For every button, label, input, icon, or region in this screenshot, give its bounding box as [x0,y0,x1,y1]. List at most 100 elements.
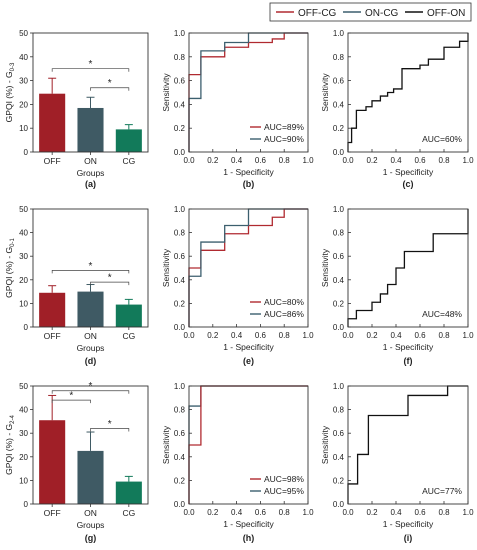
y-axis-title-main: GPQI (%) - G [4,71,14,122]
panel-h: 0.0 0.2 0.4 0.6 0.8 1.0 0.0 0.2 0.4 0.6 0.8 1.0 AUC=… [161,382,314,543]
auc-label: AUC=48% [422,309,462,319]
panel-b: 0.0 0.2 0.4 0.6 0.8 1.0 0.0 0.2 0.4 0.6 0.8 1.0 AUC=… [161,29,314,189]
bar-off [39,292,66,327]
bar-on [77,107,104,152]
y-tick-label: 0.0 [174,148,186,157]
x-tick-label: 0.2 [207,508,219,517]
panel-label: (a) [85,179,96,189]
y-tick-label: 30 [19,77,28,86]
legend-box [269,2,472,22]
y-tick-label: 0.0 [333,148,345,157]
y-axis-title: GPQI (%) - G0-1 [4,238,16,298]
y-tick-label: 40 [19,229,28,238]
axes-frame [188,208,309,328]
y-axis-title: Sensitivity [161,73,171,112]
y-tick-label: 0.4 [333,453,345,462]
roc-curve-oncg [188,208,308,327]
y-tick-label: 0 [24,148,29,157]
axes-frame [347,32,469,153]
panel-g: 0 10 20 30 40 50 OFF ON CG * * * Groups GPQI (%) - G2… [4,381,149,543]
y-tick-label: 1.0 [333,29,345,38]
x-tick-label: CG [122,156,135,166]
y-tick-label: 0.2 [174,299,186,308]
panel-label: (i) [404,533,413,543]
y-tick-label: 0.2 [174,476,186,485]
y-tick-label: 1.0 [174,382,186,391]
x-tick-label: 0.0 [183,156,195,165]
y-axis-title: Sensitivity [161,248,171,287]
y-tick-label: 1.0 [174,29,186,38]
roc-curve-offon [347,385,468,504]
x-tick-label: OFF [44,508,61,518]
y-tick-label: 0.0 [174,323,186,332]
y-tick-label: 0.6 [333,252,345,261]
y-tick-label: 0.4 [333,100,345,109]
panel-label: (h) [243,533,255,543]
y-tick-label: 40 [19,406,28,415]
y-axis-title-subscript: 0-3 [10,62,16,71]
significance-star: * [89,261,93,272]
x-tick-label: 1.0 [462,508,474,517]
y-tick-label: 0.8 [333,229,345,238]
x-tick-label: 0.4 [231,331,243,340]
panel-label: (d) [85,356,97,366]
x-tick-label: 0.2 [207,331,219,340]
x-tick-label: ON [84,156,97,166]
y-tick-label: 0.4 [174,276,186,285]
bar-off [39,93,66,152]
y-tick-label: 20 [19,453,28,462]
panel-label: (c) [403,179,414,189]
x-axis-title: 1 - Specificity [223,342,274,352]
y-axis-title: Sensitivity [320,248,330,287]
x-tick-label: 0.4 [390,331,402,340]
y-tick-label: 30 [19,252,28,261]
y-tick-label: 20 [19,100,28,109]
significance-bracket [90,428,130,432]
y-tick-label: 0.8 [333,406,345,415]
axes-frame [188,32,309,153]
roc-curve-offon [347,209,469,327]
x-tick-label: 0.0 [342,156,354,165]
x-tick-label: 0.6 [414,508,426,517]
auc-label: AUC=80% [264,297,304,307]
x-tick-label: 0.0 [342,508,354,517]
x-axis-title: 1 - Specificity [223,519,274,529]
significance-bracket [51,68,130,72]
y-tick-label: 10 [19,476,28,485]
panel-e: 0.0 0.2 0.4 0.6 0.8 1.0 0.0 0.2 0.4 0.6 0.8 1.0 AUC=… [161,205,314,366]
y-axis-title-main: GPQI (%) - G [4,424,14,475]
significance-bracket [90,281,130,286]
significance-bracket [90,87,130,91]
y-axis-title-subscript: 2-4 [10,415,16,424]
y-tick-label: 0.0 [174,500,186,509]
panel-label: (b) [243,179,255,189]
legend-label-oncg: ON-CG [365,8,399,19]
significance-star: * [108,78,112,89]
bar-off [39,420,66,504]
auc-label: AUC=77% [422,486,462,496]
bar-on [77,450,104,504]
significance-star: * [108,419,112,430]
y-tick-label: 0.8 [333,53,345,62]
y-axis-title: Sensitivity [320,73,330,112]
y-tick-label: 1.0 [333,382,345,391]
x-tick-label: 0.2 [366,331,378,340]
x-tick-label: 1.0 [302,156,314,165]
panel-label: (f) [404,356,413,366]
axes-frame [32,32,149,153]
x-tick-label: 0.8 [438,331,450,340]
y-tick-label: 0.2 [333,476,345,485]
significance-bracket [51,390,130,394]
significance-star: * [69,391,73,402]
x-axis-title: Groups [77,343,105,353]
x-tick-label: 0.6 [255,156,267,165]
auc-label: AUC=89% [264,122,304,132]
y-axis-title: Sensitivity [161,425,171,464]
axes-frame [188,385,309,505]
x-tick-label: 0.6 [414,156,426,165]
roc-curve-oncg [188,32,308,152]
y-tick-label: 50 [19,382,28,391]
legend: OFF-CG ON-CG OFF-ON [269,2,472,22]
x-tick-label: ON [84,331,97,341]
panel-a: 0 10 20 30 40 50 OFF ON CG * * Groups GPQI (%) - G0-… [4,29,149,189]
